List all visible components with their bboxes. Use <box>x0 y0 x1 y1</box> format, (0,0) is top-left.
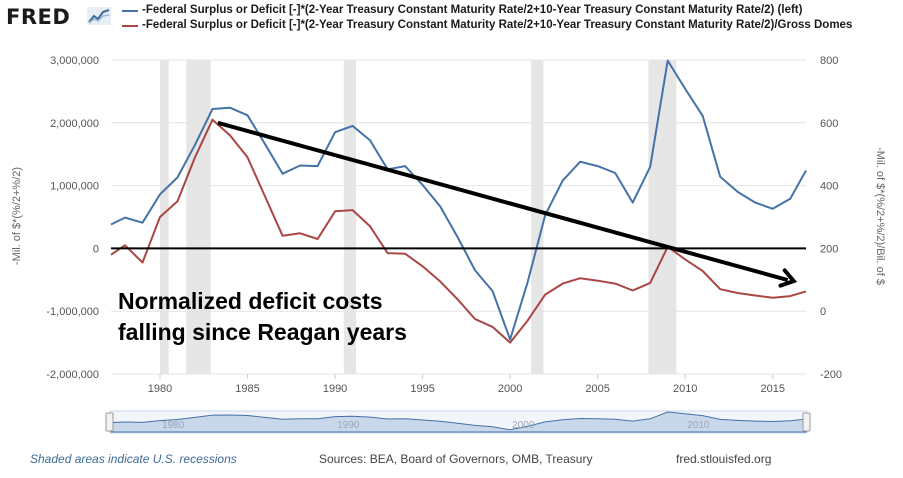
series-line-left[interactable] <box>110 59 807 341</box>
x-tick-4: 2000 <box>498 383 522 395</box>
navigator-left-handle[interactable] <box>105 412 114 432</box>
navigator-right-handle[interactable] <box>802 412 811 432</box>
recession-shading <box>160 60 677 374</box>
y-axis-label-right: -Mil. of $*(%/2+%/2)/Bil. of $ <box>874 147 886 285</box>
y-axis-label-left: -Mil. of $*(%/2+%/2) <box>11 167 23 265</box>
chart-annotation-line1: Normalized deficit costs <box>118 288 383 314</box>
y-tick-right-4: 600 <box>820 118 838 130</box>
fred-logo[interactable]: FRED <box>6 5 71 29</box>
legend-swatch-left <box>122 9 138 12</box>
chart-annotation-line2: falling since Reagan years <box>118 319 407 345</box>
series-lines <box>110 59 807 344</box>
axis-labels: -2,000,000 -1,000,000 0 1,000,000 2,000,000 3… <box>46 55 842 395</box>
x-tick-5: 2005 <box>585 383 609 395</box>
navigator-tick-0: 1980 <box>162 420 185 431</box>
x-tick-6: 2010 <box>673 383 697 395</box>
y-tick-left-1: -1,000,000 <box>46 306 99 318</box>
legend-entry-right-series[interactable]: -Federal Surplus or Deficit [-]*(2-Year … <box>122 18 900 33</box>
navigator-tick-2: 2000 <box>512 420 535 431</box>
gridlines <box>111 59 806 375</box>
legend-label-right: -Federal Surplus or Deficit [-]*(2-Year … <box>142 19 853 31</box>
recession-note: Shaded areas indicate U.S. recessions <box>30 452 237 466</box>
y-tick-right-3: 400 <box>820 181 838 193</box>
navigator-tick-1: 1990 <box>337 420 360 431</box>
trend-arrow-head <box>778 268 798 288</box>
recession-band-2 <box>343 60 357 374</box>
x-tick-7: 2015 <box>760 383 784 395</box>
y-tick-left-3: 1,000,000 <box>50 181 99 193</box>
range-navigator[interactable]: 1980 1990 2000 2010 <box>105 410 811 434</box>
navigator-series-area <box>110 411 807 433</box>
y-tick-left-0: -2,000,000 <box>46 369 99 381</box>
legend-label-left: -Federal Surplus or Deficit [-]*(2-Year … <box>142 4 803 16</box>
navigator-tick-3: 2010 <box>687 420 710 431</box>
trend-arrow-shaft <box>217 120 789 282</box>
trend-arrow <box>217 120 798 288</box>
chart-legend: -Federal Surplus or Deficit [-]*(2-Year … <box>122 3 900 33</box>
y-tick-right-0: -200 <box>820 369 842 381</box>
x-tick-1: 1985 <box>235 383 259 395</box>
x-tick-0: 1980 <box>148 383 172 395</box>
y-tick-left-4: 2,000,000 <box>50 118 99 130</box>
recession-band-3 <box>531 60 544 374</box>
y-tick-right-2: 200 <box>820 243 838 255</box>
x-tick-2: 1990 <box>323 383 347 395</box>
navigator-tick-labels: 1980 1990 2000 2010 <box>162 420 710 431</box>
legend-swatch-right <box>122 24 138 27</box>
site-link[interactable]: fred.stlouisfed.org <box>676 452 772 466</box>
y-tick-left-5: 3,000,000 <box>50 55 99 67</box>
y-tick-left-2: 0 <box>93 243 99 255</box>
x-tick-3: 1995 <box>410 383 434 395</box>
chart-logo-icon <box>87 7 111 25</box>
series-line-right[interactable] <box>110 118 807 344</box>
legend-entry-left-series[interactable]: -Federal Surplus or Deficit [-]*(2-Year … <box>122 3 900 18</box>
recession-band-0 <box>160 60 169 374</box>
y-tick-right-5: 800 <box>820 55 838 67</box>
y-tick-right-1: 0 <box>820 306 826 318</box>
recession-band-4 <box>648 60 677 374</box>
recession-band-1 <box>186 60 211 374</box>
sources-text: Sources: BEA, Board of Governors, OMB, T… <box>319 452 593 466</box>
